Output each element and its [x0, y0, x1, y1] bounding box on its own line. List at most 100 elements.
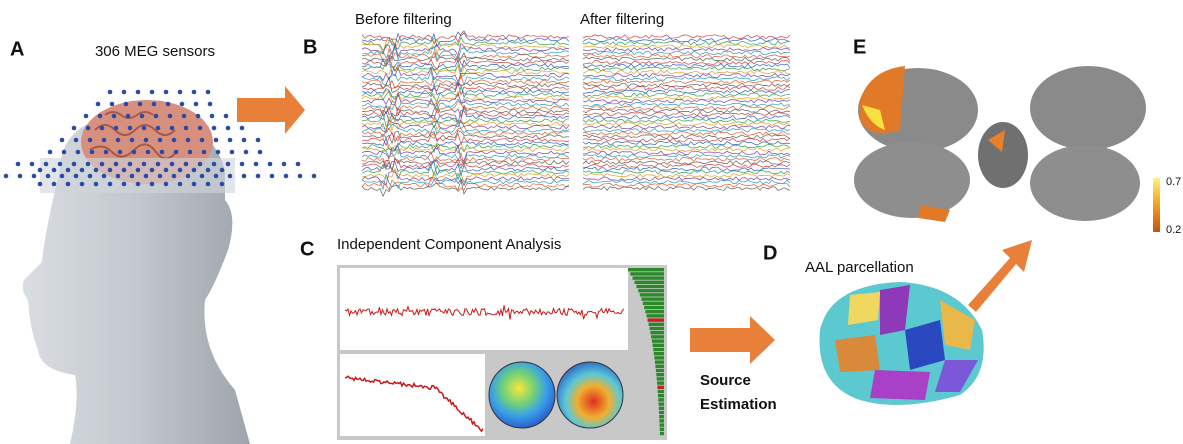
ica-bar [638, 289, 664, 293]
trace [582, 150, 791, 156]
trace [361, 69, 570, 87]
panel-letter: C [300, 238, 314, 260]
trace [361, 31, 570, 48]
trace [582, 156, 791, 162]
trace [582, 56, 791, 62]
sensor [283, 173, 289, 179]
brain-views [854, 66, 1146, 222]
sensor [183, 161, 189, 167]
sensor [43, 161, 49, 167]
ica-bar [655, 364, 664, 368]
topomap [556, 361, 624, 429]
sensor [3, 173, 9, 179]
ica-bar [647, 318, 664, 322]
trace [361, 164, 570, 181]
spectrum-trace [344, 375, 484, 433]
ica-bar [657, 385, 664, 389]
sensor [127, 125, 133, 131]
sensor [199, 173, 205, 179]
ica-bar [659, 431, 664, 436]
sensor [211, 161, 217, 167]
sensor [121, 89, 127, 95]
trace [361, 131, 570, 147]
panel-letter: A [10, 38, 24, 60]
sensor [79, 181, 85, 187]
ica-bar [659, 419, 664, 423]
trace [582, 40, 791, 46]
sensor [107, 89, 113, 95]
sensor [179, 101, 185, 107]
sensor [109, 101, 115, 107]
trace [582, 105, 791, 111]
trace [361, 143, 569, 162]
sensor [101, 173, 107, 179]
ica-bar [641, 297, 664, 301]
sensor [177, 89, 183, 95]
sensor [65, 181, 71, 187]
sensor [99, 125, 105, 131]
sensor [267, 161, 273, 167]
sensor [205, 167, 211, 173]
trace [582, 53, 791, 59]
trace [361, 179, 570, 198]
trace [582, 144, 791, 149]
sensor [243, 149, 249, 155]
sensor [111, 113, 117, 119]
trace [361, 109, 570, 124]
arrow [237, 86, 305, 134]
trace [361, 121, 570, 135]
sensor [253, 161, 259, 167]
sensor [187, 149, 193, 155]
sensor [141, 125, 147, 131]
ica-bar [630, 272, 664, 276]
trace [361, 130, 569, 145]
sensor [85, 161, 91, 167]
sensor [29, 161, 35, 167]
trace [582, 47, 791, 52]
trace [582, 137, 791, 143]
colorbar-min: 0.2 [1166, 224, 1181, 236]
sensor [171, 173, 177, 179]
trace [582, 186, 791, 191]
sensor [129, 137, 135, 143]
sensor [115, 173, 121, 179]
trace [361, 42, 570, 58]
sensor [219, 181, 225, 187]
arrow [690, 316, 775, 364]
ica-bar [639, 293, 664, 297]
sensor [255, 173, 261, 179]
sensor [311, 173, 317, 179]
trace [582, 79, 791, 85]
ica-bar [658, 398, 664, 402]
ica-bar [659, 427, 664, 431]
sensor [125, 113, 131, 119]
sensor [191, 181, 197, 187]
sensor [143, 173, 149, 179]
parcellated-brain [819, 282, 984, 405]
head [22, 112, 250, 444]
trace [361, 148, 570, 165]
trace [361, 171, 570, 187]
sensor [241, 137, 247, 143]
sensor [135, 89, 141, 95]
sensor [257, 149, 263, 155]
trace [361, 167, 570, 185]
sensor [191, 167, 197, 173]
trace [583, 131, 791, 136]
trace [361, 158, 570, 173]
sensor [99, 161, 105, 167]
sensor [59, 137, 65, 143]
sensor [75, 149, 81, 155]
ica-bar [642, 301, 664, 305]
sensor [149, 181, 155, 187]
trace [361, 53, 570, 71]
panel-title: 306 MEG sensors [95, 43, 215, 60]
ica-bar [636, 284, 664, 289]
ica-bar [649, 326, 664, 331]
sensor-dots [3, 89, 317, 187]
trace [582, 121, 791, 127]
trace [582, 92, 791, 98]
sensor [121, 167, 127, 173]
ica-bar [656, 373, 664, 377]
